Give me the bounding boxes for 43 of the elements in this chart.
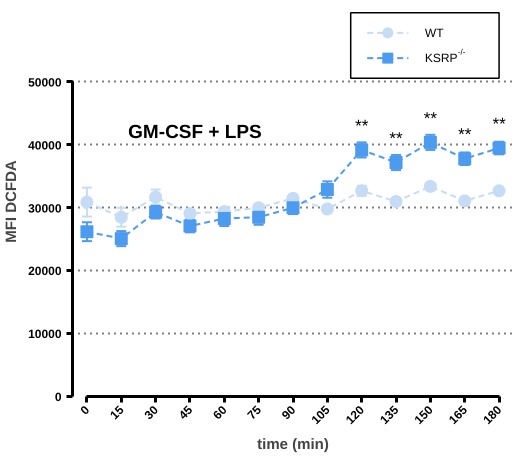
x-tick-label: 30 xyxy=(142,402,162,422)
y-tick-label: 0 xyxy=(54,390,62,404)
annotation: GM-CSF + LPS xyxy=(128,122,262,143)
point xyxy=(286,201,300,214)
x-tick-label: 180 xyxy=(480,402,505,427)
point xyxy=(390,195,403,208)
annotation: ** xyxy=(355,116,369,136)
y-tick-label: 20000 xyxy=(28,264,62,278)
point xyxy=(424,180,437,193)
x-tick-label: 60 xyxy=(210,402,230,422)
y-tick-label: 30000 xyxy=(28,201,62,216)
point xyxy=(149,190,162,204)
point xyxy=(218,212,231,225)
x-tick-label: 105 xyxy=(308,402,333,427)
point xyxy=(458,194,472,208)
legend-label: KSRP-/- xyxy=(424,47,466,66)
point xyxy=(183,206,196,220)
x-tick-label: 45 xyxy=(176,402,196,422)
x-tick-label: 90 xyxy=(278,402,299,422)
y-tick-label: 40000 xyxy=(28,138,62,152)
x-tick-label: 15 xyxy=(107,402,127,422)
y-axis-title: MFI DCFDA xyxy=(3,160,20,243)
x-tick-label: 75 xyxy=(244,402,264,422)
x-tick-label: 120 xyxy=(342,402,368,427)
annotation: ** xyxy=(424,108,438,128)
x-tick-label: 165 xyxy=(446,402,470,427)
x-tick-label: 150 xyxy=(412,402,436,427)
point xyxy=(320,202,334,216)
point xyxy=(390,156,403,169)
point xyxy=(80,196,94,209)
annotation: ** xyxy=(458,125,472,144)
y-tick-label: 50000 xyxy=(28,75,62,90)
y-tick-label: 10000 xyxy=(28,327,62,342)
point xyxy=(114,210,128,224)
x-tick-label: 135 xyxy=(377,402,402,427)
legend-label: WT xyxy=(424,26,444,40)
point xyxy=(320,183,334,196)
point xyxy=(80,225,94,238)
annotation: ** xyxy=(389,129,404,148)
x-axis-title: time (min) xyxy=(257,436,329,454)
annotation: ** xyxy=(492,114,506,134)
point xyxy=(492,184,506,198)
x-tick-label: 0 xyxy=(78,402,92,418)
